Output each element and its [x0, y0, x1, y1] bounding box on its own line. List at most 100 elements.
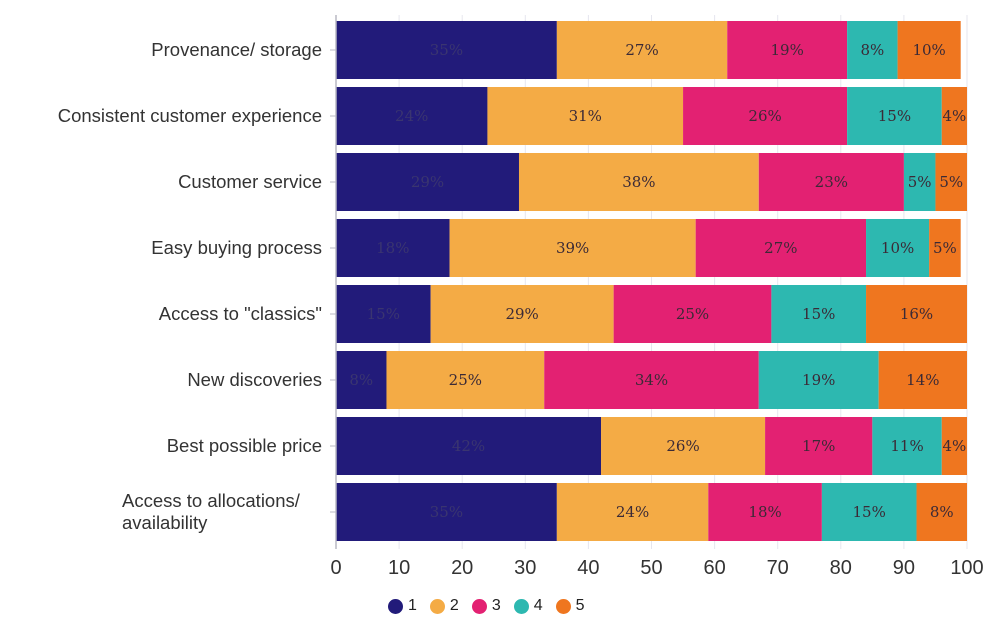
bar-segment-5[interactable]	[935, 153, 967, 211]
legend: 1 2 3 4 5	[388, 597, 598, 615]
legend-dot-icon	[388, 598, 403, 614]
x-tick-labels: 0 10 20 30 40 50 60 70 80 90 100	[330, 557, 983, 579]
x-tick-label: 20	[451, 557, 473, 579]
data-label: 10%	[881, 239, 914, 257]
bar-segment-4[interactable]	[847, 21, 898, 79]
bar-segment-3[interactable]	[683, 87, 848, 145]
category-label: Consistent customer experience	[58, 105, 322, 126]
legend-dot-icon	[429, 598, 445, 614]
bar-segment-1[interactable]	[336, 219, 450, 277]
data-label: 19%	[770, 41, 803, 59]
data-label: 25%	[449, 371, 482, 389]
x-tick-label: 50	[640, 557, 662, 579]
bar-segment-2[interactable]	[518, 153, 759, 211]
category-label: Easy buying process	[151, 237, 322, 258]
bar-segment-2[interactable]	[601, 417, 766, 475]
x-tick-label: 100	[950, 557, 983, 579]
legend-label: 2	[449, 597, 459, 614]
bar-segment-1[interactable]	[336, 153, 519, 211]
legend-dot-icon	[471, 598, 487, 614]
bar-segment-1[interactable]	[336, 351, 387, 409]
data-label: 31%	[569, 107, 602, 125]
x-tick-label: 90	[893, 557, 915, 579]
bar-segment-4[interactable]	[903, 153, 936, 211]
bar-segment-3[interactable]	[613, 285, 772, 343]
data-label: 4%	[942, 107, 966, 125]
data-label: 18%	[748, 503, 781, 521]
legend-item-2[interactable]: 2	[429, 597, 459, 615]
bar-segment-1[interactable]	[336, 483, 557, 541]
bar-segment-5[interactable]	[916, 483, 967, 541]
bar-segment-2[interactable]	[556, 483, 709, 541]
data-label: 18%	[376, 239, 409, 257]
bar-segment-5[interactable]	[941, 87, 967, 145]
bar-segment-4[interactable]	[758, 351, 879, 409]
data-label: 23%	[815, 173, 848, 191]
bar-segment-5[interactable]	[897, 21, 961, 79]
bar-segment-5[interactable]	[929, 219, 961, 277]
data-label: 8%	[349, 371, 373, 389]
data-label: 14%	[906, 371, 939, 389]
bar-segment-3[interactable]	[765, 417, 873, 475]
x-tick-label: 30	[514, 557, 536, 579]
data-label: 8%	[930, 503, 954, 521]
legend-item-1[interactable]: 1	[388, 597, 417, 615]
bar-segment-2[interactable]	[556, 21, 728, 79]
data-label: 15%	[802, 305, 835, 323]
data-label: 24%	[395, 107, 428, 125]
category-label: Customer service	[178, 171, 322, 192]
data-label: 8%	[860, 41, 884, 59]
bar-segment-1[interactable]	[336, 417, 602, 475]
bar-segment-5[interactable]	[866, 285, 967, 343]
data-label: 15%	[853, 503, 886, 521]
data-label: 34%	[635, 371, 668, 389]
bar-segment-1[interactable]	[336, 87, 488, 145]
category-label: Access to "classics"	[159, 303, 322, 324]
legend-dot-icon	[513, 598, 529, 614]
data-labels: 35% 27% 19% 8% 10% 24% 31% 26% 15% 4% 29% 38% 23% 5% 5…	[349, 41, 966, 521]
data-label: 4%	[942, 437, 966, 455]
x-tick-label: 0	[330, 557, 341, 579]
bar-segment-4[interactable]	[771, 285, 867, 343]
bar-segment-2[interactable]	[449, 219, 696, 277]
data-label: 19%	[802, 371, 835, 389]
data-label: 15%	[878, 107, 911, 125]
bar-segment-5[interactable]	[878, 351, 967, 409]
bar-segment-3[interactable]	[708, 483, 822, 541]
legend-item-4[interactable]: 4	[513, 597, 543, 615]
bar-segment-3[interactable]	[544, 351, 759, 409]
category-label: New discoveries	[187, 369, 322, 390]
bar-segment-3[interactable]	[695, 219, 867, 277]
data-label: 11%	[890, 437, 923, 455]
legend-label: 5	[575, 597, 585, 614]
bar-segment-2[interactable]	[487, 87, 684, 145]
data-label: 29%	[505, 305, 538, 323]
bar-segment-4[interactable]	[821, 483, 917, 541]
legend-item-5[interactable]: 5	[555, 597, 585, 615]
data-label: 24%	[616, 503, 649, 521]
bar-segment-1[interactable]	[336, 285, 431, 343]
bar-segment-4[interactable]	[866, 219, 930, 277]
data-label: 5%	[939, 173, 963, 191]
category-label: Provenance/ storage	[151, 39, 322, 60]
bar-segment-5[interactable]	[941, 417, 967, 475]
axes	[330, 15, 337, 549]
data-label: 38%	[622, 173, 655, 191]
data-label: 35%	[430, 41, 463, 59]
legend-label: 4	[533, 597, 543, 614]
legend-label: 1	[408, 597, 417, 614]
bar-segment-3[interactable]	[758, 153, 904, 211]
bar-segment-3[interactable]	[727, 21, 848, 79]
bar-segment-2[interactable]	[430, 285, 614, 343]
bar-segment-4[interactable]	[847, 87, 942, 145]
category-label-line: availability	[122, 512, 208, 533]
data-label: 27%	[625, 41, 658, 59]
x-tick-label: 80	[830, 557, 852, 579]
data-label: 10%	[912, 41, 945, 59]
legend-item-3[interactable]: 3	[471, 597, 501, 615]
bar-segment-2[interactable]	[386, 351, 545, 409]
bar-segment-1[interactable]	[336, 21, 557, 79]
data-label: 25%	[676, 305, 709, 323]
bar-segment-4[interactable]	[872, 417, 942, 475]
